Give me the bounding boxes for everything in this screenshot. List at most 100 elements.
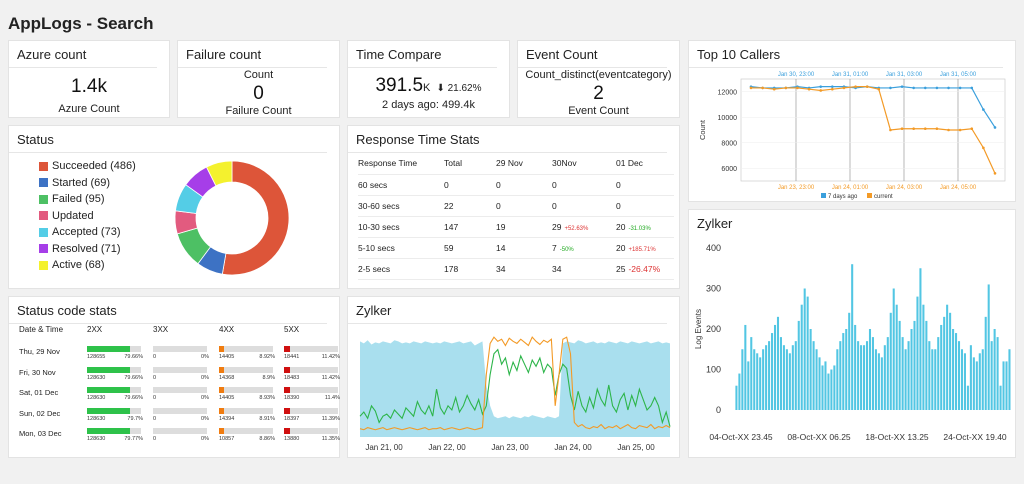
bar [868,329,872,410]
sc-bar [219,346,273,352]
data-point [831,85,834,88]
rt-row: 10-30 secs 147 19 29 +52.63% 20 -31.03% [358,216,674,238]
status-legend-label: Started (69) [52,176,111,189]
bar [848,312,851,410]
sc-bar [284,366,338,373]
bar [931,349,934,410]
rt-01dec-value: 20 [616,221,626,232]
bar [987,284,990,410]
rt-29nov: 14 [496,237,552,259]
status-legend-item[interactable]: Accepted (73) [39,224,136,241]
rt-header-response-time: Response Time [358,153,444,175]
bar [940,324,943,410]
plot-frame [740,78,1006,182]
rt-total-value: 22 [444,200,454,211]
sc-count: 18441 [284,354,300,360]
sc-bar [284,407,338,414]
data-point [865,85,869,88]
bar [833,365,836,410]
rt-row: 5-10 secs 59 14 7 -50% 20 +185.71% [358,237,674,259]
bar [999,385,1002,410]
bar [830,369,833,410]
rt-01dec: 0 [616,195,674,217]
bar [990,341,993,410]
data-point [912,127,915,131]
status-legend-item[interactable]: Active (68) [39,257,136,274]
rt-01dec-pct: -26.47% [628,263,661,274]
data-point [796,86,799,90]
status-legend-swatch [39,178,48,188]
status-card: Status Succeeded (486) Started (69) Failed… [8,125,340,289]
sc-count: 18397 [284,415,300,422]
status-legend-item[interactable]: Started (69) [39,175,136,192]
bar [916,296,919,410]
bar [943,316,946,410]
bar [773,324,777,410]
rt-label-value: 60 secs [358,179,388,190]
sc-percent: 11.39% [321,415,340,422]
bar [910,329,913,410]
data-point [970,127,974,131]
bar [794,341,797,410]
status-legend-label: Accepted (73) [52,226,121,239]
bar [871,337,874,410]
rt-01dec-value: 0 [616,179,621,190]
sc-percent: 79.66% [124,395,143,401]
zylker-area-chart: Jan 21, 00 Jan 22, 00 Jan 23, 00 Jan 24, 00… [359,336,671,452]
response-time-table: Response Time Total 29 Nov 30Nov 01 Dec … [358,153,674,280]
data-point [912,86,915,90]
failure-count-value: 0 [253,83,264,104]
donut-slice [221,160,290,276]
bar [904,349,907,410]
status-legend-swatch [39,211,48,221]
rt-total-value: 59 [444,242,454,253]
sc-percent: 11.42% [321,374,340,381]
x-tick-label: Jan 25, 00 [617,443,655,452]
bar [922,304,925,410]
sc-count: 128630 [87,374,106,381]
y-tick-label: 300 [706,284,721,294]
bar [969,345,972,410]
bar [966,385,969,410]
rt-label: 60 secs [358,174,444,196]
status-legend-item[interactable]: Resolved (71) [39,241,136,258]
sc-count: 14405 [219,354,235,360]
sc-count: 14394 [219,415,235,422]
sc-percent: 0% [201,395,209,401]
x-tick-label: Jan 22, 00 [428,443,466,452]
rt-29nov-value: 0 [496,179,501,190]
bar [851,264,854,410]
sc-count: 14405 [219,395,235,401]
rt-29nov-value: 0 [496,200,501,211]
sc-bar-fill [284,387,290,393]
status-legend-item[interactable]: Succeeded (486) [39,158,136,175]
data-point [923,86,927,90]
event-count-value: 2 [593,83,604,104]
sc-bar [153,346,207,352]
data-point [784,86,788,90]
status-legend-swatch [39,244,48,254]
rt-30nov-value: 7 [552,242,557,253]
status-legend-item[interactable]: Updated [39,208,136,225]
data-point [993,172,997,175]
data-point [819,85,823,88]
rt-30nov-value: 29 [552,221,562,232]
bar [913,320,916,410]
x-tick-label: 08-Oct-XX 06.25 [787,432,851,442]
bar [836,349,839,410]
bar [919,268,922,410]
zylker-area-card: Zylker Jan 21, 00 Jan 22, 00 Jan 23, 00 Jan… [347,296,680,458]
bar [782,345,785,410]
data-point [958,86,962,90]
rt-01dec: 0 [616,174,674,196]
legend-label: 7 days ago [828,194,858,200]
sc-header-3xx: 3XX [153,325,169,334]
x-top-label: Jan 31, 01:00 [832,72,869,78]
bar [883,345,886,410]
data-point [889,86,892,90]
sc-count: 18390 [284,395,300,401]
data-point [947,128,950,132]
sc-count: 13880 [284,436,300,442]
sc-count: 0 [153,395,157,401]
status-legend-item[interactable]: Failed (95) [39,191,136,208]
